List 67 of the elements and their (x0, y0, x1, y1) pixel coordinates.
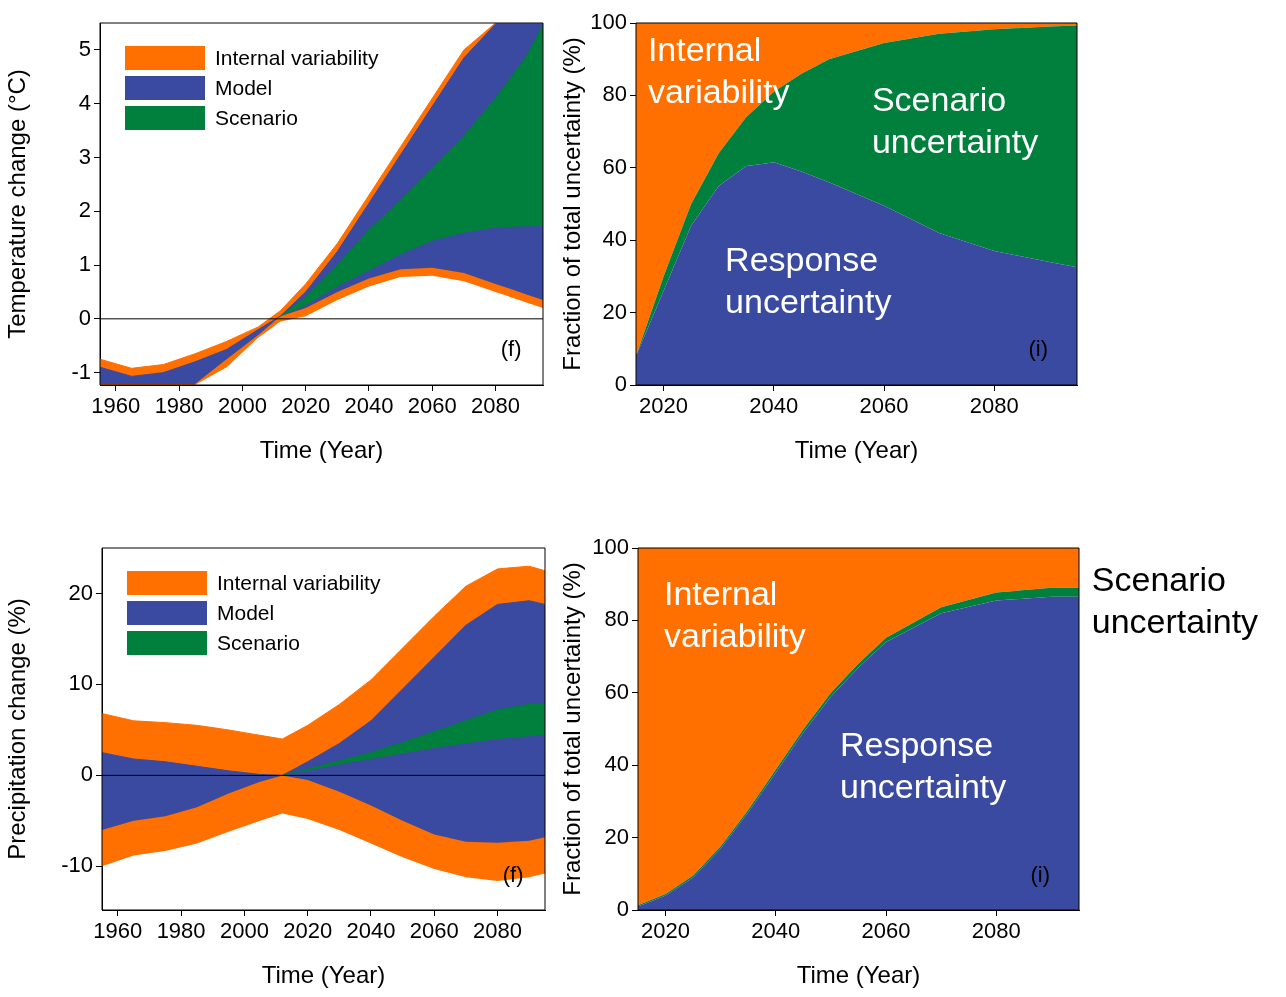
annotation: (i) (1030, 862, 1050, 888)
x-axis-title: Time (Year) (259, 436, 384, 464)
y-tick-label: 60 (604, 678, 629, 704)
y-tick-label: 40 (604, 751, 629, 777)
x-tick-label: 2020 (641, 918, 691, 944)
x-tick-label: 2060 (861, 918, 911, 944)
legend-label: Model (215, 76, 273, 100)
annotation: Internal variability (664, 574, 806, 655)
y-tick-label: 4 (78, 89, 91, 115)
y-tick-label: 0 (80, 761, 93, 787)
y-axis-title: Precipitation change (%) (3, 598, 31, 860)
x-tick-label: 1980 (154, 393, 204, 419)
y-tick-label: 1 (78, 251, 91, 277)
x-tick-label: 2020 (281, 393, 331, 419)
legend-label: Model (217, 601, 275, 625)
y-axis-title: Fraction of total uncertainty (%) (558, 562, 586, 896)
y-axis-title: Temperature change (°C) (3, 69, 31, 339)
x-tick-label: 2060 (409, 918, 459, 944)
y-tick-label: 0 (614, 371, 627, 397)
y-tick-label: 80 (602, 81, 627, 107)
x-tick-label: 2080 (969, 393, 1019, 419)
x-axis-title: Time (Year) (794, 436, 919, 464)
y-tick-label: 40 (602, 226, 627, 252)
x-tick-label: 1960 (91, 393, 141, 419)
x-tick-label: 2080 (473, 918, 523, 944)
y-tick-label: 3 (78, 143, 91, 169)
x-tick-label: 2040 (751, 918, 801, 944)
legend-label: Scenario (217, 631, 300, 655)
x-tick-label: 2080 (971, 918, 1021, 944)
annotation: (i) (1028, 335, 1048, 361)
y-tick-label: 2 (78, 197, 91, 223)
legend-label: Internal variability (217, 571, 381, 595)
x-tick-label: 2060 (407, 393, 457, 419)
x-axis-title: Time (Year) (261, 961, 386, 989)
y-tick-label: 10 (68, 670, 93, 696)
legend-label: Internal variability (215, 46, 379, 70)
x-tick-label: 2020 (283, 918, 333, 944)
text: Scenario uncertainty (1091, 560, 1259, 641)
y-tick-label: 20 (604, 823, 629, 849)
x-tick-label: 2080 (471, 393, 521, 419)
x-tick-label: 2040 (346, 918, 396, 944)
x-axis-title: Time (Year) (796, 961, 921, 989)
y-tick-label: 20 (68, 579, 93, 605)
y-tick-label: 100 (592, 534, 629, 560)
annotation: Response uncertainty (725, 240, 892, 321)
y-axis-title: Fraction of total uncertainty (%) (558, 37, 586, 371)
x-tick-label: 2040 (344, 393, 394, 419)
x-tick-label: 2040 (749, 393, 799, 419)
x-tick-label: 2000 (219, 918, 269, 944)
y-tick-label: 60 (602, 153, 627, 179)
x-tick-label: 2020 (639, 393, 689, 419)
x-tick-label: 1960 (93, 918, 143, 944)
legend-label: Scenario (215, 106, 298, 130)
y-tick-label: -10 (61, 852, 93, 878)
annotation: (f) (500, 335, 522, 361)
y-tick-label: 0 (616, 896, 629, 922)
y-tick-label: -1 (71, 358, 91, 384)
x-tick-label: 2060 (859, 393, 909, 419)
x-tick-label: 1980 (156, 918, 206, 944)
y-tick-label: 5 (78, 35, 91, 61)
annotation: Response uncertainty (839, 725, 1007, 806)
y-tick-label: 0 (78, 304, 91, 330)
annotation: Scenario uncertainty (871, 80, 1039, 161)
y-tick-label: 80 (604, 606, 629, 632)
y-tick-label: 20 (602, 298, 627, 324)
y-tick-label: 100 (590, 9, 627, 35)
x-tick-label: 2000 (217, 393, 267, 419)
